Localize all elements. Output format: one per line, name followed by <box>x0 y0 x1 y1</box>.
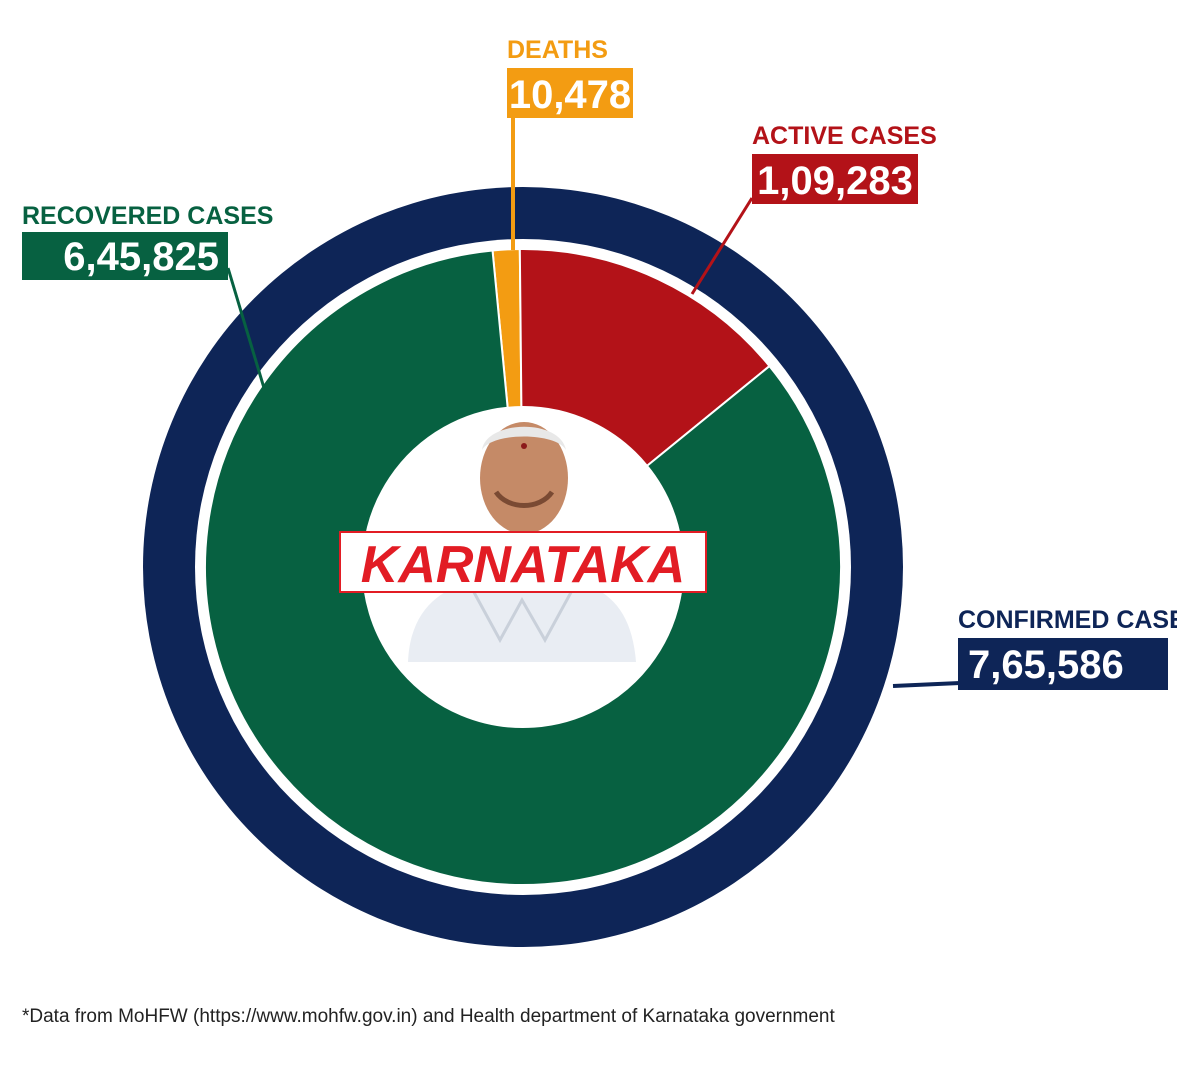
confirmed-cases-value-box <box>958 638 1168 690</box>
active-cases-value-box <box>752 154 918 204</box>
recovered-leader-line <box>226 267 266 389</box>
recovered-cases-value: 6,45,825 <box>63 235 219 279</box>
source-footnote: *Data from MoHFW (https://www.mohfw.gov.… <box>22 1006 835 1027</box>
deaths-value-box <box>507 68 633 118</box>
portrait-image <box>408 422 636 662</box>
confirmed-cases-label: CONFIRMED CASES <box>958 606 1177 634</box>
recovered-cases-value-box <box>22 232 228 280</box>
deaths-label: DEATHS <box>507 36 608 64</box>
recovered-cases-label: RECOVERED CASES <box>22 202 273 230</box>
center-label: KARNATAKA <box>361 536 685 594</box>
active-cases-value: 1,09,283 <box>757 159 913 203</box>
deaths-value: 10,478 <box>509 73 631 117</box>
center-badge-box <box>339 531 707 593</box>
confirmed-leader-line <box>892 681 961 688</box>
active-leader-line <box>690 197 754 295</box>
active-cases-label: ACTIVE CASES <box>752 122 937 150</box>
confirmed-cases-value: 7,65,586 <box>968 643 1124 687</box>
